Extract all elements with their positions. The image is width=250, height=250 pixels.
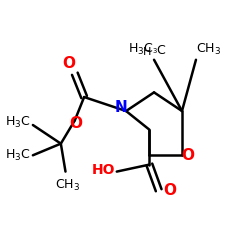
Text: HO: HO xyxy=(92,164,116,177)
Text: $_3$: $_3$ xyxy=(152,46,158,56)
Text: H$_3$C: H$_3$C xyxy=(128,42,154,58)
Text: CH$_3$: CH$_3$ xyxy=(55,178,80,192)
Text: O: O xyxy=(181,148,194,163)
Text: H$_3$C: H$_3$C xyxy=(5,115,30,130)
Text: O: O xyxy=(62,56,76,72)
Text: O: O xyxy=(163,183,176,198)
Text: O: O xyxy=(70,116,82,131)
Text: H: H xyxy=(143,48,152,58)
Text: C: C xyxy=(156,44,165,58)
Text: CH$_3$: CH$_3$ xyxy=(196,42,221,58)
Text: N: N xyxy=(115,100,128,115)
Text: H$_3$C: H$_3$C xyxy=(5,148,30,163)
